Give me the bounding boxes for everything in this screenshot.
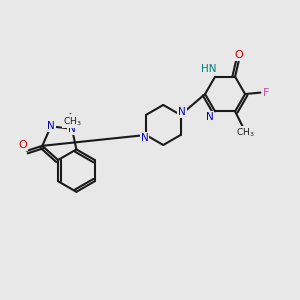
Text: N: N	[68, 124, 76, 134]
Text: N: N	[206, 112, 214, 122]
Text: N: N	[178, 107, 186, 117]
Text: F: F	[263, 88, 269, 98]
Text: O: O	[234, 50, 243, 60]
Text: CH$_3$: CH$_3$	[236, 126, 255, 139]
Text: CH$_3$: CH$_3$	[63, 115, 81, 128]
Text: HN: HN	[201, 64, 217, 74]
Text: O: O	[18, 140, 27, 150]
Text: N: N	[47, 122, 55, 131]
Text: N: N	[141, 133, 148, 143]
